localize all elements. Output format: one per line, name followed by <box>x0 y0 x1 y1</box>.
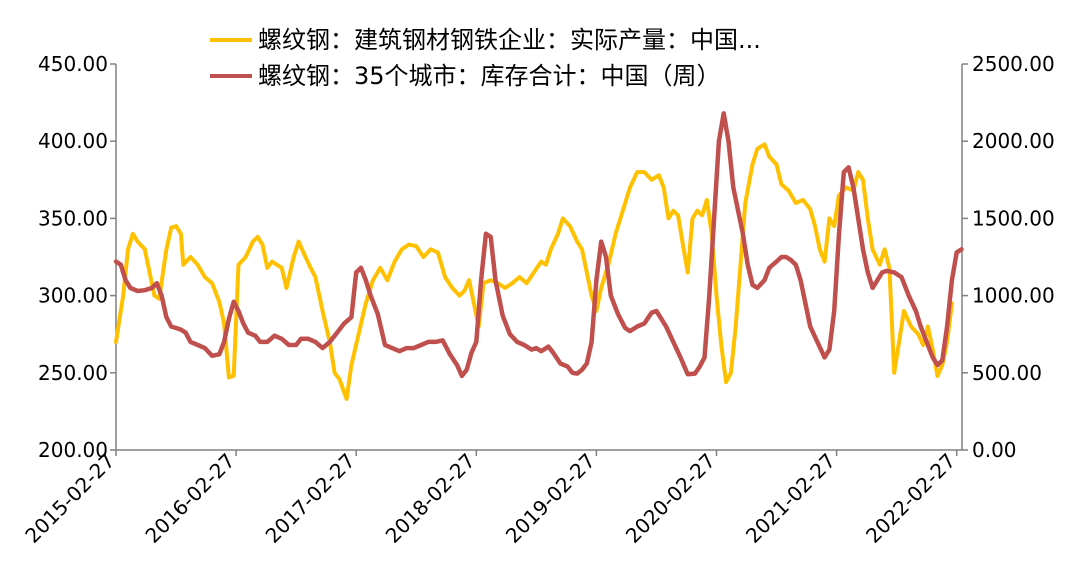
x-tick-label: 2017-02-27 <box>261 449 360 548</box>
x-tick-label: 2016-02-27 <box>140 449 239 548</box>
right-y-tick-label: 2500.00 <box>972 52 1055 76</box>
left-y-tick-label: 300.00 <box>38 284 108 308</box>
axes <box>115 64 963 451</box>
right-y-tick-label: 2000.00 <box>972 129 1055 153</box>
x-tick-label: 2020-02-27 <box>621 449 720 548</box>
right-y-tick-label: 0.00 <box>972 438 1017 462</box>
x-tick-label: 2019-02-27 <box>501 449 600 548</box>
x-tick-label: 2022-02-27 <box>861 449 960 548</box>
x-tick-label: 2018-02-27 <box>381 449 480 548</box>
right-y-tick-label: 1500.00 <box>972 206 1055 230</box>
x-tick-label: 2021-02-27 <box>741 449 840 548</box>
legend: 螺纹钢：建筑钢材钢铁企业：实际产量：中国... 螺纹钢：35个城市：库存合计：中… <box>210 26 761 90</box>
right-y-axis-ticks: 0.00 500.00 1000.00 1500.00 2000.00 2500.00 <box>962 52 1055 462</box>
series-line-production <box>114 142 954 401</box>
left-y-tick-label: 450.00 <box>38 52 108 76</box>
legend-label-inventory: 螺纹钢：35个城市：库存合计：中国（周） <box>258 62 721 90</box>
left-y-axis-ticks: 200.00 250.00 300.00 350.00 400.00 450.00 <box>38 52 116 462</box>
legend-label-production: 螺纹钢：建筑钢材钢铁企业：实际产量：中国... <box>258 26 761 54</box>
left-y-tick-label: 400.00 <box>38 129 108 153</box>
series-layer <box>113 111 964 401</box>
x-tick-label: 2015-02-27 <box>20 449 119 548</box>
right-y-tick-label: 500.00 <box>972 361 1042 385</box>
left-y-tick-label: 200.00 <box>38 438 108 462</box>
left-y-tick-label: 250.00 <box>38 361 108 385</box>
x-axis-ticks: 2015-02-27 2016-02-27 2017-02-27 2018-02-27… <box>20 449 960 548</box>
series-line-inventory <box>113 111 964 379</box>
right-y-tick-label: 1000.00 <box>972 284 1055 308</box>
left-y-tick-label: 350.00 <box>38 206 108 230</box>
